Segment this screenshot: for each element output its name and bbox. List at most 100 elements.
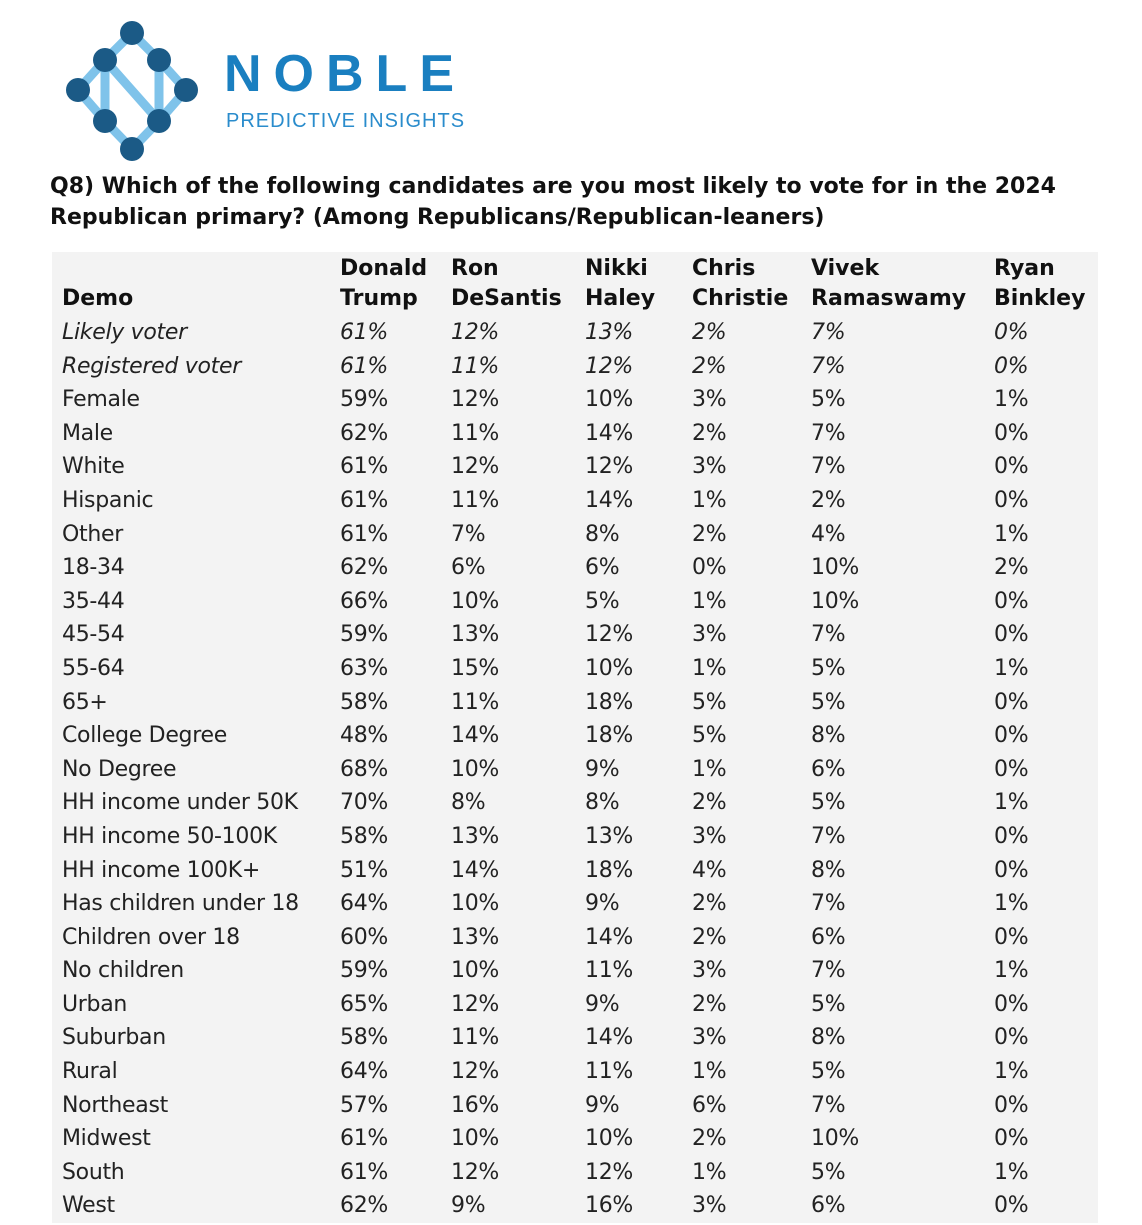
table-cell: 62% [340, 555, 388, 581]
table-cell: 5% [692, 723, 727, 749]
table-cell: 10% [585, 387, 633, 413]
table-cell: 1% [994, 790, 1029, 816]
row-label: Female [62, 387, 140, 413]
table-cell: 1% [994, 655, 1029, 681]
table-row: Likely voter 61% 12% 13% 2% 7% 0% [52, 316, 1098, 350]
table-cell: 48% [340, 723, 388, 749]
table-cell: 6% [451, 555, 486, 581]
table-cell: 7% [811, 420, 846, 446]
results-table-container: Demo Donald Trump Ron DeSantis Nikki Haley Chri… [52, 252, 1098, 1224]
table-cell: 0% [994, 689, 1029, 715]
row-label: Northeast [62, 1092, 168, 1118]
table-cell: 9% [585, 991, 620, 1017]
table-cell: 2% [692, 891, 727, 917]
table-cell: 14% [585, 420, 633, 446]
table-cell: 0% [994, 622, 1029, 648]
row-label: South [62, 1159, 125, 1185]
table-cell: 12% [451, 387, 499, 413]
table-cell: 68% [340, 756, 388, 782]
header-line-2: Trump [340, 286, 418, 311]
table-cell: 5% [585, 588, 620, 614]
row-label: 65+ [62, 689, 108, 715]
table-cell: 5% [811, 790, 846, 816]
table-cell: 59% [340, 622, 388, 648]
table-cell: 15% [451, 655, 499, 681]
table-cell: 1% [692, 588, 727, 614]
row-label: 45-54 [62, 622, 125, 648]
table-row: 18-34 62% 6% 6% 0% 10% 2% [52, 551, 1098, 585]
table-row: HH income 100K+ 51% 14% 18% 4% 8% 0% [52, 854, 1098, 888]
table-cell: 11% [451, 420, 499, 446]
header-line-1: Ron [451, 256, 499, 281]
header-line-2: Christie [692, 286, 789, 311]
table-cell: 8% [451, 790, 486, 816]
table-cell: 59% [340, 387, 388, 413]
row-label: HH income under 50K [62, 790, 298, 816]
table-cell: 5% [692, 689, 727, 715]
row-label: White [62, 454, 125, 480]
table-row: Female 59% 12% 10% 3% 5% 1% [52, 383, 1098, 417]
table-cell: 14% [451, 857, 499, 883]
table-cell: 5% [811, 387, 846, 413]
table-cell: 0% [994, 454, 1029, 480]
table-cell: 11% [451, 1025, 499, 1051]
table-cell: 2% [692, 924, 727, 950]
table-cell: 61% [340, 487, 388, 513]
table-cell: 2% [692, 320, 727, 345]
row-label: Male [62, 420, 113, 446]
table-cell: 13% [585, 823, 633, 849]
table-cell: 8% [811, 1025, 846, 1051]
table-row: 45-54 59% 13% 12% 3% 7% 0% [52, 618, 1098, 652]
table-cell: 11% [451, 689, 499, 715]
table-cell: 51% [340, 857, 388, 883]
table-cell: 0% [994, 991, 1029, 1017]
table-cell: 12% [585, 622, 633, 648]
table-cell: 59% [340, 958, 388, 984]
table-cell: 13% [451, 924, 499, 950]
table-row: College Degree 48% 14% 18% 5% 8% 0% [52, 719, 1098, 753]
table-cell: 18% [585, 857, 633, 883]
table-cell: 58% [340, 1025, 388, 1051]
table-cell: 8% [811, 857, 846, 883]
logo: NOBLE PREDICTIVE INSIGHTS [58, 18, 478, 168]
table-cell: 0% [994, 420, 1029, 446]
header-line-1: Ryan [994, 256, 1055, 281]
row-label: Suburban [62, 1025, 166, 1051]
table-cell: 18% [585, 723, 633, 749]
table-cell: 61% [340, 454, 388, 480]
table-cell: 9% [585, 756, 620, 782]
table-cell: 0% [994, 1193, 1029, 1219]
table-cell: 12% [451, 1159, 499, 1185]
table-cell: 8% [585, 790, 620, 816]
table-cell: 7% [811, 622, 846, 648]
table-cell: 10% [451, 891, 499, 917]
table-cell: 10% [451, 958, 499, 984]
table-row: Rural 64% 12% 11% 1% 5% 1% [52, 1055, 1098, 1089]
row-label: Likely voter [62, 320, 187, 345]
table-cell: 6% [585, 555, 620, 581]
table-cell: 1% [994, 387, 1029, 413]
table-cell: 8% [585, 521, 620, 547]
row-label: College Degree [62, 723, 227, 749]
table-cell: 12% [451, 454, 499, 480]
row-label: 35-44 [62, 588, 125, 614]
table-cell: 0% [692, 555, 727, 581]
table-cell: 10% [811, 588, 859, 614]
table-cell: 3% [692, 1193, 727, 1219]
table-cell: 61% [340, 1159, 388, 1185]
table-cell: 10% [811, 1126, 859, 1152]
table-cell: 0% [994, 353, 1029, 379]
table-cell: 6% [811, 924, 846, 950]
table-cell: 8% [811, 723, 846, 749]
table-row: Northeast 57% 16% 9% 6% 7% 0% [52, 1089, 1098, 1123]
row-label: Has children under 18 [62, 891, 299, 917]
table-cell: 58% [340, 689, 388, 715]
table-cell: 7% [811, 320, 846, 345]
row-label: 55-64 [62, 655, 125, 681]
table-row: No Degree 68% 10% 9% 1% 6% 0% [52, 753, 1098, 787]
table-cell: 7% [451, 521, 486, 547]
table-cell: 10% [451, 588, 499, 614]
question-title: Q8) Which of the following candidates ar… [50, 174, 1056, 230]
table-row: Children over 18 60% 13% 14% 2% 6% 0% [52, 921, 1098, 955]
table-row: Hispanic 61% 11% 14% 1% 2% 0% [52, 484, 1098, 518]
